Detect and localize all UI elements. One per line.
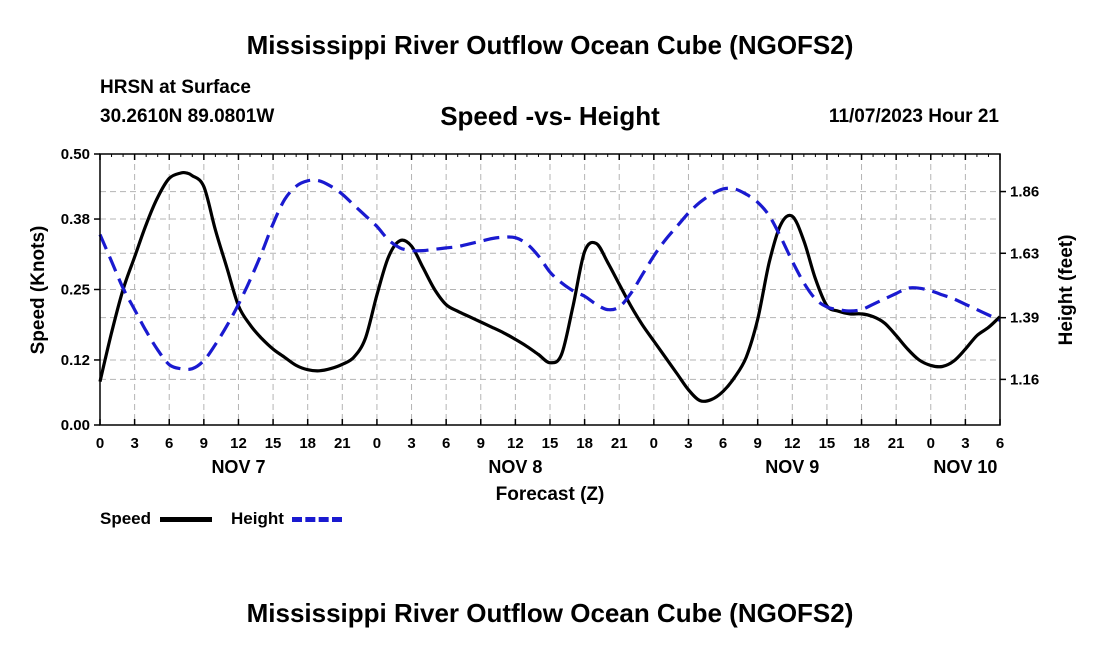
repeated-page-title: Mississippi River Outflow Ocean Cube (NG… [246, 598, 854, 628]
y2-tick-label: 1.16 [1010, 371, 1039, 388]
legend-speed-swatch [160, 517, 212, 522]
y-axis-label: Speed (Knots) [28, 226, 49, 355]
x-tick-label: 6 [996, 435, 1004, 452]
height-series-line [98, 178, 1001, 372]
x-tick-label: 21 [888, 435, 905, 452]
y-tick-label: 0.38 [61, 211, 90, 228]
x-tick-label: 0 [927, 435, 935, 452]
x-tick-label: 3 [130, 435, 138, 452]
x-tick-label: 18 [853, 435, 870, 452]
speed-series-line [98, 170, 1002, 403]
x-tick-label: 18 [299, 435, 316, 452]
y-tick-label: 0.25 [61, 282, 90, 299]
x-tick-label: 15 [542, 435, 559, 452]
y2-tick-label: 1.63 [1010, 245, 1039, 262]
x-tick-label: 9 [477, 435, 485, 452]
page-title: Mississippi River Outflow Ocean Cube (NG… [246, 30, 854, 60]
x-tick-label: 15 [819, 435, 836, 452]
x-tick-label: 9 [200, 435, 208, 452]
chart-title: Speed -vs- Height [440, 101, 660, 131]
day-label: NOV 9 [765, 457, 819, 477]
grid-lines [100, 154, 1000, 425]
x-tick-label: 12 [507, 435, 524, 452]
legend-speed-label: Speed [100, 509, 152, 528]
forecast-timestamp: 11/07/2023 Hour 21 [828, 106, 999, 127]
y-tick-label: 0.12 [61, 352, 90, 369]
axis-labels: Forecast (Z) Speed (Knots) Height (feet) [28, 226, 1077, 505]
y2-tick-label: 1.39 [1010, 310, 1039, 327]
y-tick-label: 0.00 [61, 417, 90, 434]
station-coordinates: 30.2610N 89.0801W [100, 106, 275, 127]
y2-axis-label: Height (feet) [1056, 235, 1077, 346]
legend-height-swatch [292, 517, 342, 522]
series-lines [98, 170, 1002, 403]
day-label: NOV 7 [211, 457, 265, 477]
day-label: NOV 8 [488, 457, 542, 477]
x-tick-label: 3 [961, 435, 969, 452]
x-tick-label: 6 [165, 435, 173, 452]
x-tick-label: 0 [650, 435, 658, 452]
x-tick-label: 21 [611, 435, 628, 452]
x-tick-label: 18 [576, 435, 593, 452]
x-tick-label: 21 [334, 435, 351, 452]
x-tick-label: 12 [230, 435, 247, 452]
x-tick-label: 12 [784, 435, 801, 452]
day-label: NOV 10 [933, 457, 997, 477]
x-tick-label: 15 [265, 435, 282, 452]
x-tick-label: 6 [719, 435, 727, 452]
x-tick-label: 0 [96, 435, 104, 452]
x-tick-label: 0 [373, 435, 381, 452]
x-axis-label: Forecast (Z) [496, 484, 605, 505]
x-tick-label: 3 [684, 435, 692, 452]
axis-ticks: 0 3 6 9 12 15 18 21 0 3 6 9 12 15 18 21 0 3 6 9 12 15 18 21 0 3 6 N… [61, 146, 1039, 477]
x-tick-label: 3 [407, 435, 415, 452]
legend-height-label: Height [231, 509, 284, 528]
x-tick-label: 9 [754, 435, 762, 452]
station-name: HRSN at Surface [100, 77, 251, 98]
y2-tick-label: 1.86 [1010, 184, 1039, 201]
y-tick-label: 0.50 [61, 146, 90, 163]
x-tick-label: 6 [442, 435, 450, 452]
